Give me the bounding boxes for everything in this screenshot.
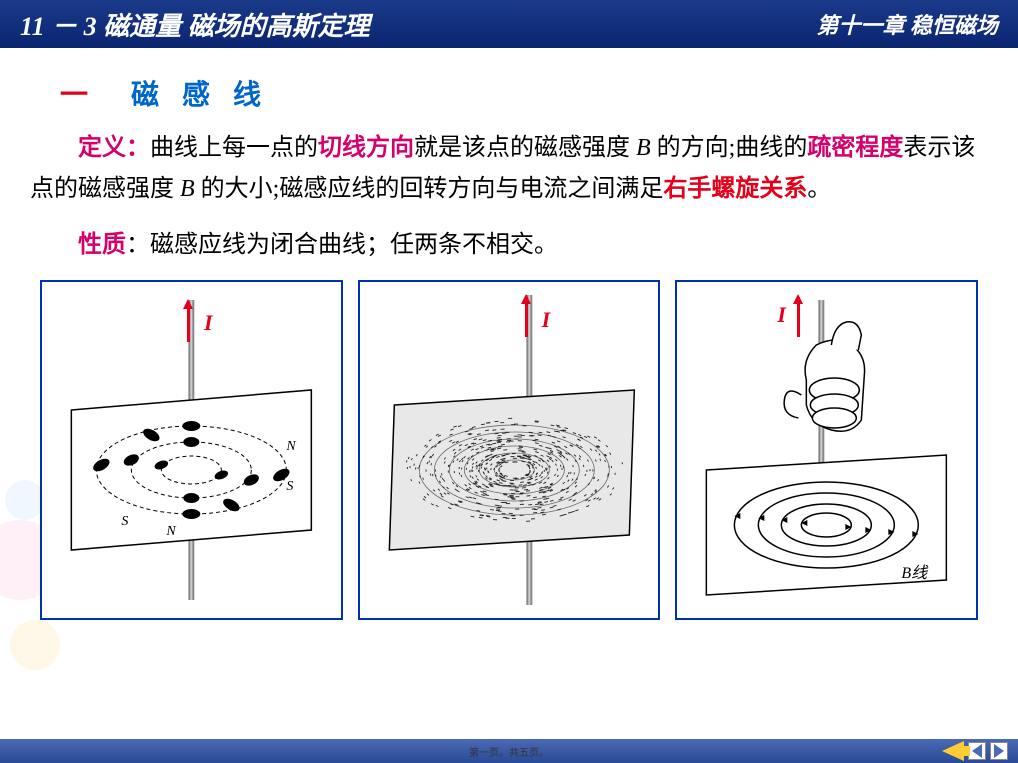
diagram-iron-filings <box>368 290 651 610</box>
svg-text:N: N <box>165 524 176 539</box>
current-arrow-icon <box>797 297 800 337</box>
nav-controls <box>942 741 1008 761</box>
property-paragraph: 性质：磁感应线为闭合曲线；任两条不相交。 <box>30 225 988 266</box>
nav-home-button[interactable] <box>942 741 964 761</box>
figure-2-filings: I <box>358 280 661 620</box>
current-arrow-icon <box>187 302 190 342</box>
figure-3-righthand: I <box>675 280 978 620</box>
property-label: 性质 <box>78 232 126 258</box>
emphasis: 疏密程度 <box>807 135 903 161</box>
page-indicator: 第一页。共五页。 <box>469 744 549 759</box>
section-title-text: 磁 感 线 <box>131 80 269 111</box>
slide-header: 11 － 3 磁通量 磁场的高斯定理 第十一章 稳恒磁场 <box>0 0 1018 48</box>
section-number: 一 <box>60 80 96 111</box>
emphasis: 切线方向 <box>318 135 414 161</box>
slide-footer: 第一页。共五页。 <box>0 739 1018 763</box>
figures-row: I <box>30 280 988 620</box>
b-line-label: B线 <box>902 564 930 582</box>
figure-1-compass: I <box>40 280 343 620</box>
current-label: I <box>777 302 786 328</box>
current-label: I <box>542 307 551 333</box>
svg-text:N: N <box>285 439 296 454</box>
current-arrow-icon <box>525 297 528 337</box>
current-label: I <box>204 310 213 336</box>
emphasis: 右手螺旋关系 <box>663 176 807 202</box>
symbol-B: B <box>180 176 195 202</box>
nav-next-button[interactable] <box>990 742 1008 760</box>
diagram-right-hand-rule: B线 <box>685 290 968 610</box>
definition-label: 定义： <box>78 135 150 161</box>
header-title: 11 － 3 磁通量 磁场的高斯定理 <box>20 6 816 43</box>
header-chapter: 第十一章 稳恒磁场 <box>816 8 998 40</box>
definition-paragraph: 定义：曲线上每一点的切线方向就是该点的磁感强度 B 的方向;曲线的疏密程度表示该… <box>30 128 988 210</box>
section-heading: 一 磁 感 线 <box>60 73 988 113</box>
diagram-compass-field: N S S N <box>50 290 333 610</box>
symbol-B: B <box>636 135 651 161</box>
slide-content: 一 磁 感 线 定义：曲线上每一点的切线方向就是该点的磁感强度 B 的方向;曲线… <box>0 48 1018 620</box>
svg-text:S: S <box>286 479 293 494</box>
decoration <box>10 620 60 670</box>
nav-prev-button[interactable] <box>968 742 986 760</box>
svg-text:S: S <box>121 514 128 529</box>
